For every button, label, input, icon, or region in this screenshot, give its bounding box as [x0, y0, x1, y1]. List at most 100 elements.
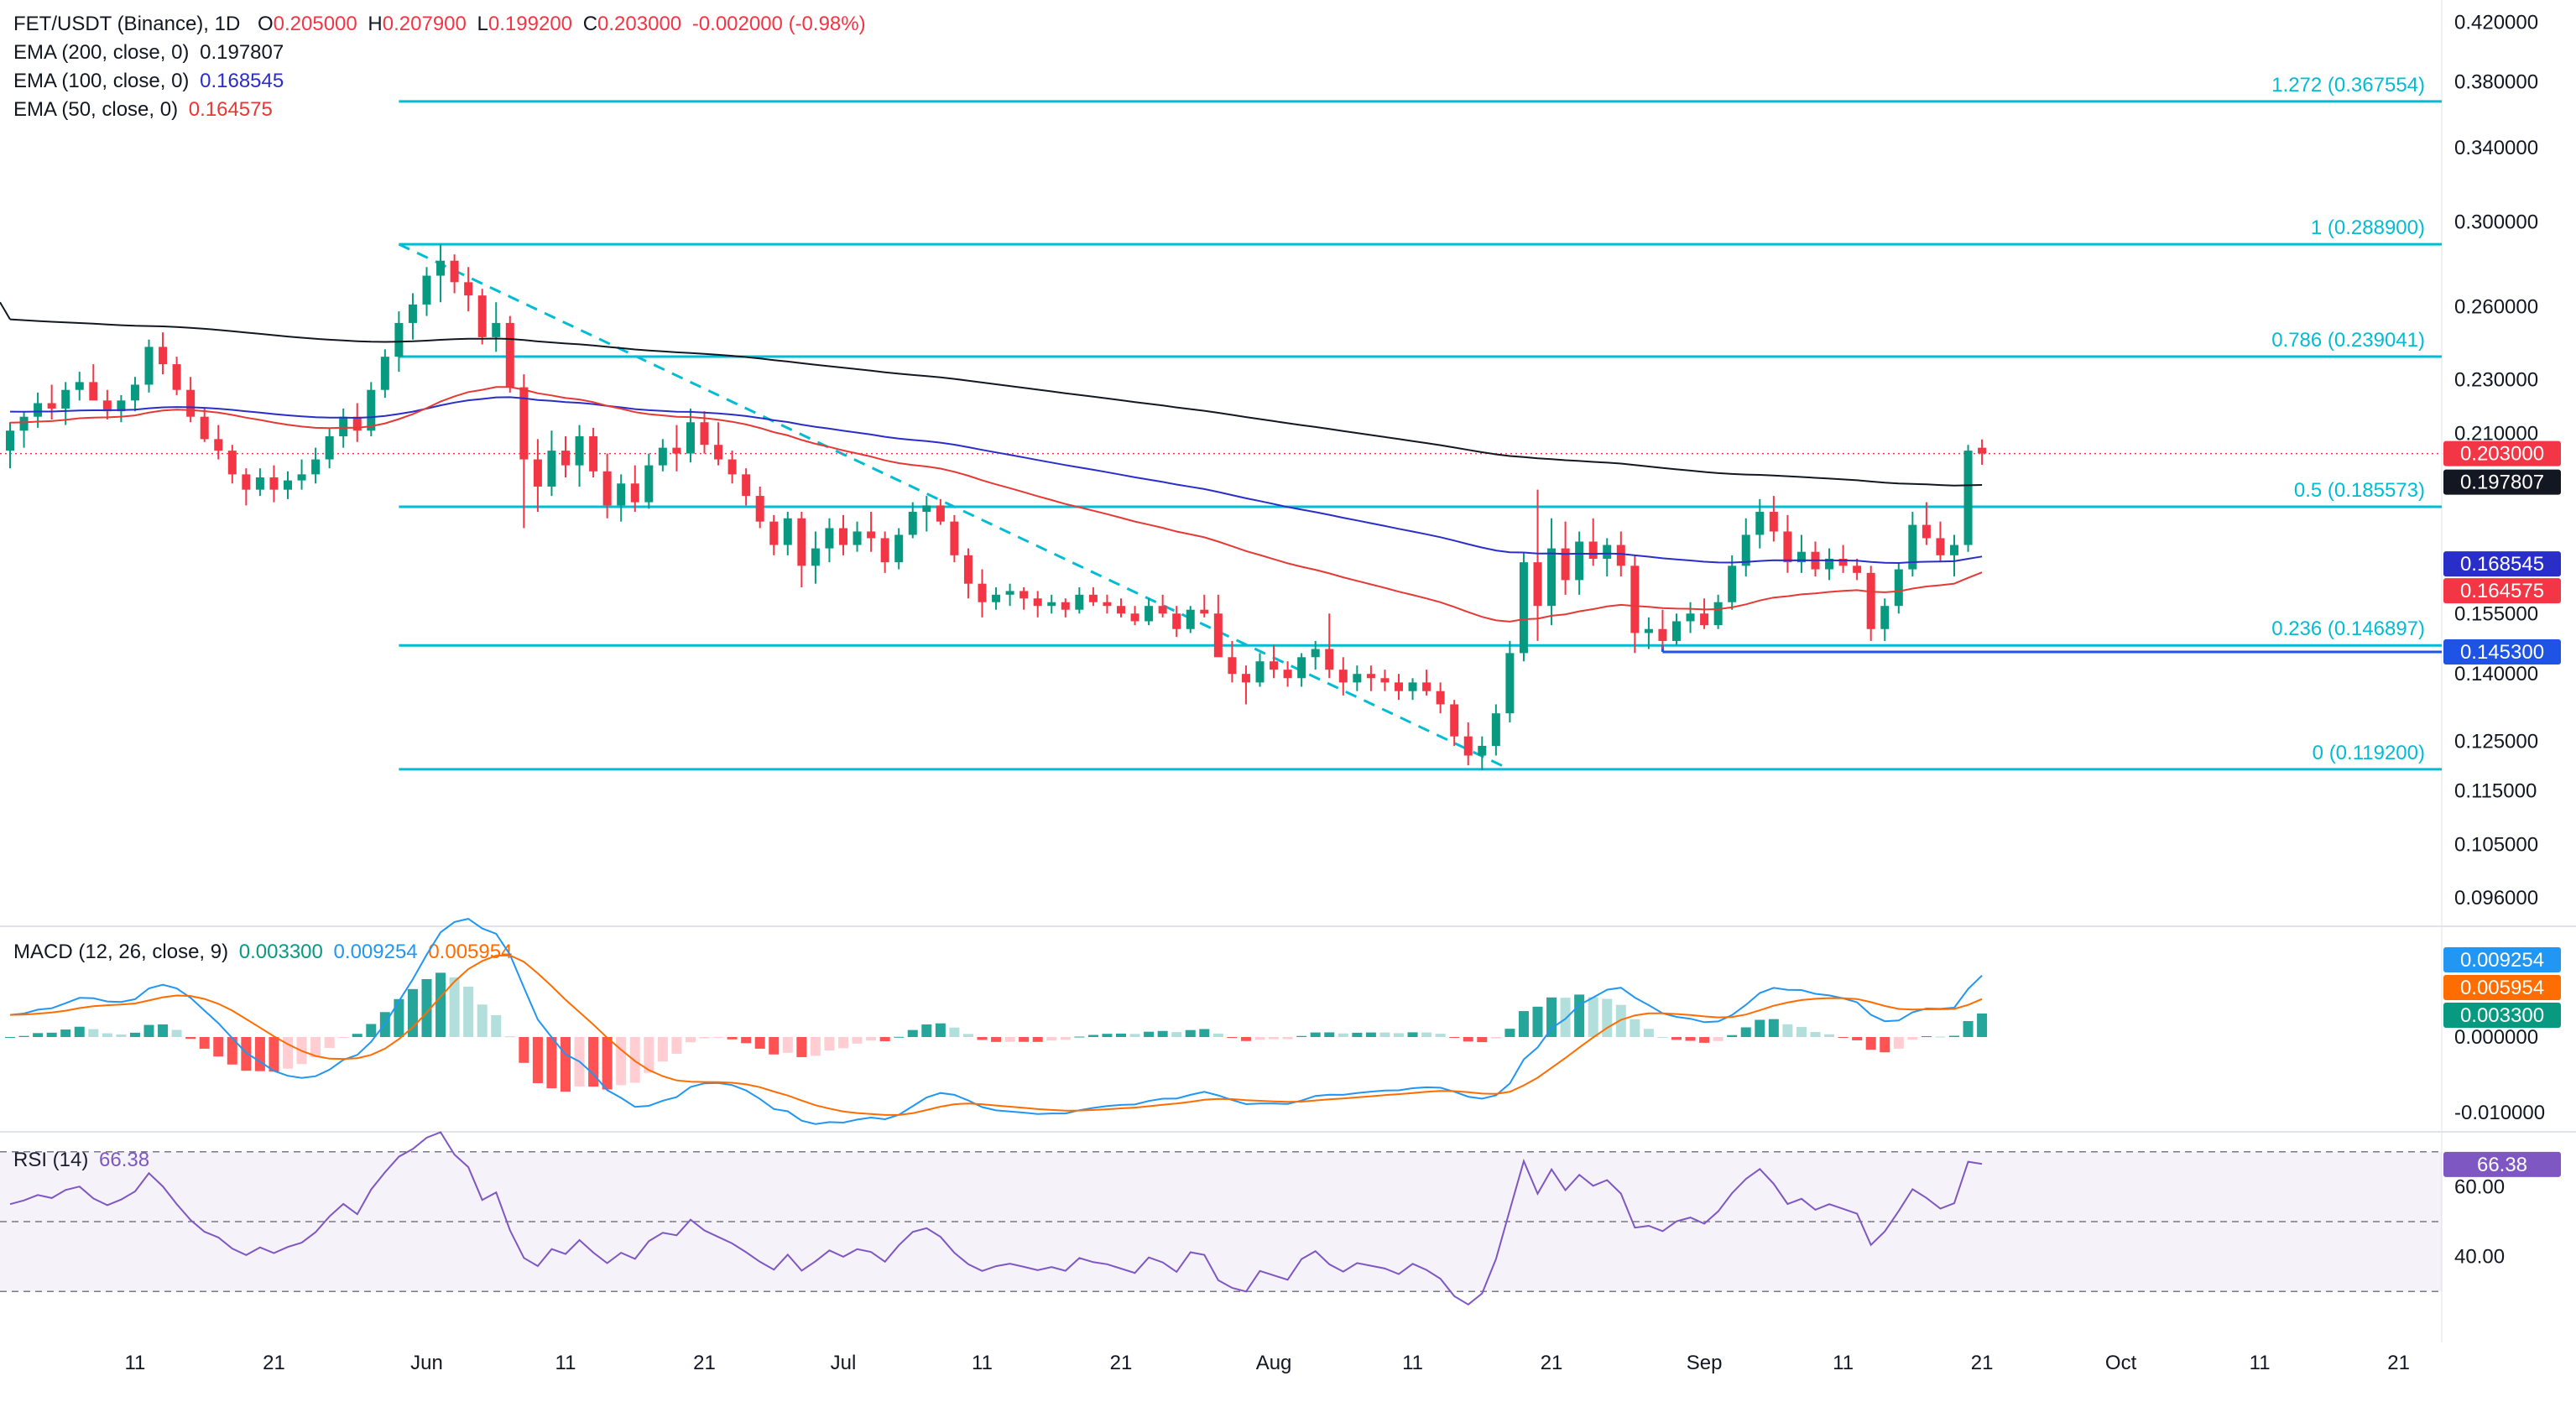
candle[interactable] — [992, 594, 1001, 602]
candle[interactable] — [1894, 569, 1903, 607]
candle[interactable] — [1755, 512, 1765, 535]
candle[interactable] — [1741, 534, 1750, 566]
candle[interactable] — [172, 364, 181, 390]
candle[interactable] — [1783, 531, 1792, 563]
candle[interactable] — [1866, 572, 1875, 629]
candle[interactable] — [1200, 609, 1209, 614]
candle[interactable] — [1408, 682, 1417, 691]
candle[interactable] — [742, 474, 751, 497]
candle[interactable] — [1658, 628, 1667, 641]
candle[interactable] — [1908, 524, 1917, 570]
candle[interactable] — [658, 447, 667, 466]
candle[interactable] — [811, 548, 820, 566]
candle[interactable] — [19, 416, 29, 431]
candle[interactable] — [950, 521, 959, 555]
candle[interactable] — [186, 389, 196, 417]
candle[interactable] — [825, 528, 834, 549]
candle[interactable] — [1963, 451, 1973, 545]
candle[interactable] — [269, 477, 279, 490]
candle[interactable] — [1728, 565, 1737, 602]
candle[interactable] — [1936, 538, 1945, 555]
candle[interactable] — [380, 357, 389, 390]
candle[interactable] — [1186, 609, 1195, 629]
candle[interactable] — [47, 403, 56, 409]
candle[interactable] — [1158, 606, 1167, 614]
candle[interactable] — [367, 389, 376, 431]
candle[interactable] — [1713, 602, 1723, 626]
candle[interactable] — [1533, 562, 1542, 607]
candle[interactable] — [867, 531, 876, 539]
candle[interactable] — [1005, 591, 1014, 595]
candle[interactable] — [1950, 545, 1958, 555]
candle[interactable] — [505, 322, 514, 388]
candle[interactable] — [1297, 657, 1306, 679]
candle[interactable] — [89, 382, 98, 401]
candle[interactable] — [963, 555, 973, 584]
candle[interactable] — [477, 295, 487, 337]
candle[interactable] — [1270, 661, 1279, 670]
candle[interactable] — [1478, 746, 1487, 756]
candle[interactable] — [894, 534, 904, 563]
candle[interactable] — [1450, 704, 1459, 737]
candle[interactable] — [422, 275, 431, 305]
candle[interactable] — [1228, 657, 1237, 675]
candle[interactable] — [1616, 545, 1625, 566]
candle[interactable] — [1019, 591, 1029, 599]
candle[interactable] — [1047, 602, 1056, 607]
candle[interactable] — [936, 505, 945, 522]
candle[interactable] — [1644, 628, 1653, 633]
candle[interactable] — [1838, 558, 1848, 566]
candle[interactable] — [1338, 670, 1348, 683]
candle[interactable] — [755, 496, 764, 522]
candle[interactable] — [200, 416, 209, 440]
candle[interactable] — [1672, 621, 1681, 641]
candle[interactable] — [1575, 541, 1584, 581]
candle[interactable] — [686, 422, 695, 454]
candle[interactable] — [1088, 594, 1098, 602]
candle[interactable] — [242, 474, 251, 490]
candle[interactable] — [602, 471, 612, 506]
candle[interactable] — [1311, 649, 1320, 658]
candle[interactable] — [1325, 649, 1334, 670]
candle[interactable] — [700, 422, 709, 446]
candle[interactable] — [908, 512, 917, 535]
candle[interactable] — [644, 465, 654, 503]
candle[interactable] — [1700, 613, 1709, 626]
candle[interactable] — [117, 400, 126, 412]
candle[interactable] — [492, 322, 501, 337]
candle[interactable] — [130, 384, 139, 401]
candle[interactable] — [464, 282, 473, 296]
candle[interactable] — [61, 389, 70, 409]
candle[interactable] — [1380, 678, 1390, 683]
candle[interactable] — [1519, 562, 1528, 654]
trend-line[interactable] — [398, 242, 1511, 771]
candle[interactable] — [880, 538, 889, 563]
candle[interactable] — [839, 528, 847, 545]
candle[interactable] — [1630, 565, 1640, 633]
candle[interactable] — [1853, 565, 1862, 573]
candle[interactable] — [1686, 613, 1695, 622]
candle[interactable] — [311, 459, 321, 475]
candle[interactable] — [1978, 447, 1987, 454]
candle[interactable] — [214, 439, 223, 451]
candle[interactable] — [1033, 598, 1042, 607]
candle[interactable] — [630, 483, 639, 503]
candle[interactable] — [1117, 606, 1125, 614]
candle[interactable] — [1283, 670, 1292, 679]
candle[interactable] — [1422, 682, 1431, 691]
candle[interactable] — [978, 583, 987, 602]
candle[interactable] — [1505, 653, 1515, 714]
candle[interactable] — [1880, 606, 1890, 629]
candle[interactable] — [34, 403, 43, 417]
candle[interactable] — [1463, 736, 1473, 756]
candle[interactable] — [1241, 674, 1250, 683]
candle[interactable] — [227, 451, 237, 475]
candle[interactable] — [1561, 548, 1570, 581]
candle[interactable] — [797, 518, 806, 566]
candle[interactable] — [922, 505, 931, 513]
candle[interactable] — [727, 459, 737, 475]
candle[interactable] — [1825, 558, 1834, 570]
candle[interactable] — [436, 260, 446, 276]
candle[interactable] — [1922, 524, 1931, 539]
candle[interactable] — [1172, 613, 1181, 629]
